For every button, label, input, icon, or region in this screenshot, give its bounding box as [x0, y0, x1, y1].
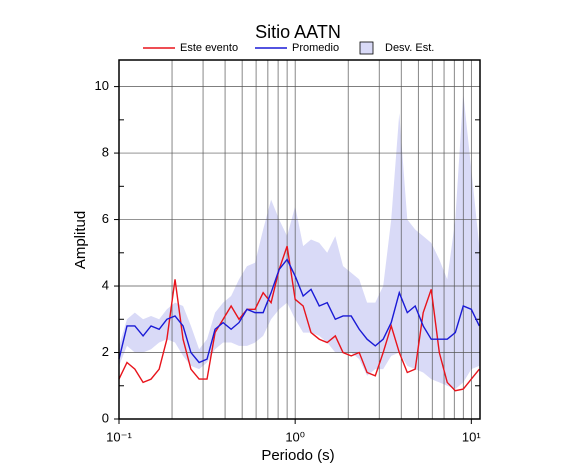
y-tick-label: 0 — [102, 410, 109, 425]
chart-title: Sitio AATN — [255, 22, 341, 42]
plot-frame — [118, 59, 481, 420]
y-tick-label: 8 — [102, 145, 109, 160]
y-tick-label: 4 — [102, 277, 109, 292]
legend-label: Desv. Est. — [385, 42, 434, 54]
y-tick-label: 6 — [102, 211, 109, 226]
series-line — [118, 245, 480, 392]
series-line — [118, 258, 480, 364]
x-tick-label: 10⁻¹ — [106, 429, 132, 444]
std-band — [119, 93, 480, 390]
x-axis-label: Periodo (s) — [261, 447, 334, 464]
legend-label: Este evento — [180, 42, 238, 54]
x-tick-label: 10¹ — [462, 429, 481, 444]
y-tick-label: 10 — [95, 78, 109, 93]
x-tick-label: 10⁰ — [285, 429, 305, 444]
y-tick-label: 2 — [102, 344, 109, 359]
legend-swatch — [359, 41, 374, 55]
legend-label: Promedio — [292, 42, 339, 54]
y-axis-label: Amplitud — [72, 211, 89, 269]
